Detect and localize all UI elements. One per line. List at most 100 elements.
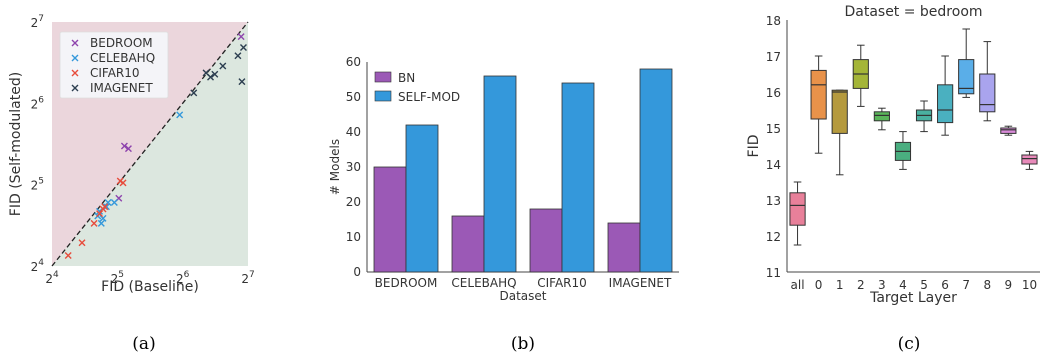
scatter-point [102, 203, 110, 211]
box-5 [915, 100, 933, 133]
x-tick-label: 7 [962, 278, 970, 292]
x-tick-label: 5 [920, 278, 928, 292]
diagonal-line [51, 21, 249, 267]
scatter-point [64, 251, 72, 259]
y-tick-label: 60 [346, 55, 361, 69]
box-6 [937, 55, 954, 136]
scatter-panel: 24 25 26 27 24 25 26 27 BEDROOMCELEBAHQCIFAR10IM… [8, 14, 255, 354]
box-1 [831, 89, 848, 176]
legend-marker [71, 69, 79, 77]
x-tick-label: CELEBAHQ [451, 276, 516, 290]
legend-swatch [374, 71, 392, 83]
legend-marker [71, 39, 79, 47]
scatter-point [104, 198, 112, 206]
box-8 [979, 41, 996, 122]
y-tick-label: 12 [766, 230, 781, 244]
y-tick-label: 11 [766, 266, 781, 280]
x-tick-label: 2 [857, 278, 865, 292]
box-10 [1021, 150, 1038, 170]
box-body [1000, 127, 1017, 134]
bar [561, 82, 595, 273]
x-axis-label: Dataset [500, 289, 547, 303]
y-tick-label: 20 [346, 195, 361, 209]
bar [373, 166, 407, 273]
bar-panel: 0 10 20 30 40 50 60 BEDROOM CELEBAHQ CIFAR10 IMAGE… [328, 55, 679, 354]
bar [405, 124, 439, 273]
scatter-point [78, 239, 86, 247]
scatter-point [207, 73, 215, 81]
x-tick-label: IMAGENET [609, 276, 672, 290]
legend-label: CELEBAHQ [90, 51, 155, 65]
x-axis-label: FID (Baseline) [101, 279, 199, 295]
x-tick-label: BEDROOM [375, 276, 438, 290]
scatter-point [99, 214, 107, 222]
x-tick-label: 0 [815, 278, 823, 292]
scatter-point [101, 203, 109, 211]
scatter-point [119, 179, 127, 187]
scatter-point [239, 44, 247, 51]
legend-label: SELF-MOD [398, 90, 460, 104]
x-tick-label: 27 [241, 270, 254, 286]
x-tick-label: 9 [1005, 278, 1013, 292]
x-tick-label: 3 [878, 278, 886, 292]
caption: (b) [511, 334, 535, 354]
bar [451, 215, 485, 273]
y-tick-label: 40 [346, 125, 361, 139]
x-tick-label: 8 [983, 278, 991, 292]
x-tick-label: 1 [836, 278, 844, 292]
scatter-point [237, 33, 245, 41]
scatter-point [96, 210, 104, 218]
x-tick-label: CIFAR10 [537, 276, 587, 290]
y-tick-label: 50 [346, 90, 361, 104]
y-tick-label: 16 [766, 86, 781, 100]
bar [483, 75, 517, 273]
box-body [937, 84, 954, 124]
y-tick-label: 25 [31, 177, 44, 193]
y-tick-label: 26 [31, 95, 45, 111]
box-body [789, 192, 806, 226]
y-tick-label: 17 [766, 50, 781, 64]
box-body [873, 111, 890, 122]
legend-label: BEDROOM [90, 36, 153, 50]
y-tick-label: 15 [766, 122, 781, 136]
legend-marker [71, 54, 79, 62]
x-tick-label: all [791, 278, 805, 292]
x-tick-label: 24 [45, 270, 59, 286]
bar [607, 222, 641, 273]
box-4 [894, 131, 912, 170]
bar [529, 208, 563, 273]
caption: (c) [898, 334, 921, 354]
x-tick-label: 25 [111, 270, 124, 286]
box-all [789, 181, 806, 246]
y-tick-label: 10 [346, 230, 361, 244]
legend-label: IMAGENET [90, 81, 153, 95]
box-3 [873, 107, 890, 131]
box-body [810, 69, 827, 120]
y-tick-label: 18 [766, 14, 781, 28]
scatter-point [190, 89, 198, 97]
y-tick-label: 27 [31, 14, 44, 30]
y-tick-label: 30 [346, 160, 361, 174]
scatter-point [234, 52, 242, 60]
scatter-point [124, 145, 132, 153]
x-tick-label: 6 [941, 278, 949, 292]
x-tick-label: 10 [1022, 278, 1037, 292]
legend-swatch [374, 90, 392, 102]
y-tick-label: 0 [353, 265, 361, 279]
legend-label: BN [398, 71, 415, 85]
y-tick-label: 24 [31, 258, 45, 274]
y-tick-label: 13 [766, 194, 781, 208]
scatter-point [120, 142, 128, 150]
box-body [1021, 154, 1038, 165]
caption: (a) [132, 334, 155, 354]
y-axis-label: FID (Self-modulated) [8, 72, 24, 216]
box-2 [852, 44, 869, 107]
box-body [979, 73, 996, 113]
scatter-point [97, 219, 105, 227]
box-body [831, 89, 848, 134]
scatter-point [110, 198, 118, 206]
legend-label: CIFAR10 [90, 66, 140, 80]
y-axis-label: # Models [328, 139, 342, 195]
